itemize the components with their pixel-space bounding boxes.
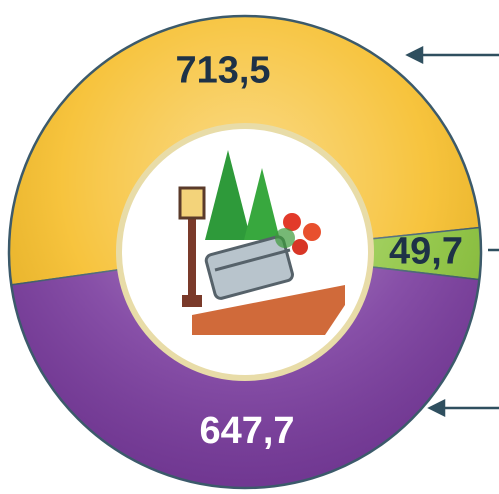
value-label: 713,5 xyxy=(175,49,270,91)
value-label: 647,7 xyxy=(199,410,294,452)
value-label: 49,7 xyxy=(389,230,463,272)
labels: 713,5 49,7 647,7 xyxy=(175,49,463,452)
arrows xyxy=(405,45,499,418)
park-icon xyxy=(178,150,345,335)
